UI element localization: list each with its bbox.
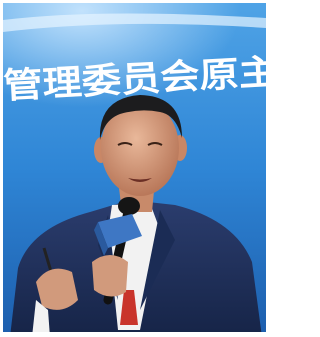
mic-head — [118, 197, 140, 215]
page: {"image": {"banner_text": "管理委员会原主"}} 管理… — [0, 0, 269, 337]
photo: 管理委员会原主 — [0, 0, 269, 337]
photo-content: 管理委员会原主 — [2, 3, 269, 337]
hand-right — [92, 255, 128, 297]
